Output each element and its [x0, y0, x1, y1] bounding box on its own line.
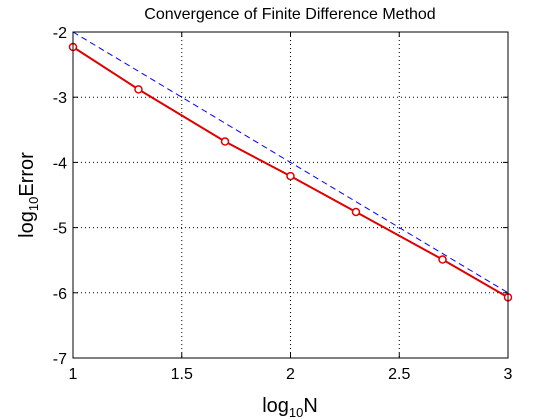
x-tick-label: 2 — [286, 366, 295, 383]
axis-ticks: 1 1.5 2 2.5 3 -7 -6 -5 -4 -3 -2 — [53, 25, 513, 383]
y-axis-label: log10Error — [16, 152, 41, 238]
x-axis-label: log10N — [262, 395, 318, 420]
y-tick-label: -3 — [53, 90, 67, 107]
y-tick-label: -5 — [53, 221, 67, 238]
x-tick-label: 3 — [504, 366, 513, 383]
error-data-point — [220, 137, 230, 146]
x-tick-label: 1 — [69, 366, 78, 383]
error-data-point — [134, 85, 143, 94]
plot-series — [68, 31, 513, 302]
chart-title: Convergence of Finite Difference Method — [144, 6, 435, 23]
grid-lines — [73, 32, 508, 358]
y-tick-label: -6 — [53, 286, 67, 303]
error-data-point — [438, 255, 447, 264]
y-axis-label-subscript: 10 — [26, 197, 41, 211]
x-axis-label-base: log — [262, 395, 289, 417]
reference-line-series — [72, 31, 509, 294]
x-axis-label-subscript: 10 — [289, 405, 303, 420]
y-tick-label: -2 — [53, 25, 67, 42]
x-axis-label-rest: N — [303, 395, 317, 417]
x-tick-label: 1.5 — [171, 366, 193, 383]
y-tick-label: -7 — [53, 351, 67, 368]
error-data-point — [351, 207, 361, 217]
y-axis-label-rest: Error — [16, 152, 38, 197]
y-tick-label: -4 — [53, 155, 67, 172]
x-tick-label: 2.5 — [388, 366, 410, 383]
y-axis-label-base: log — [16, 211, 38, 238]
error-data-point — [286, 171, 295, 181]
